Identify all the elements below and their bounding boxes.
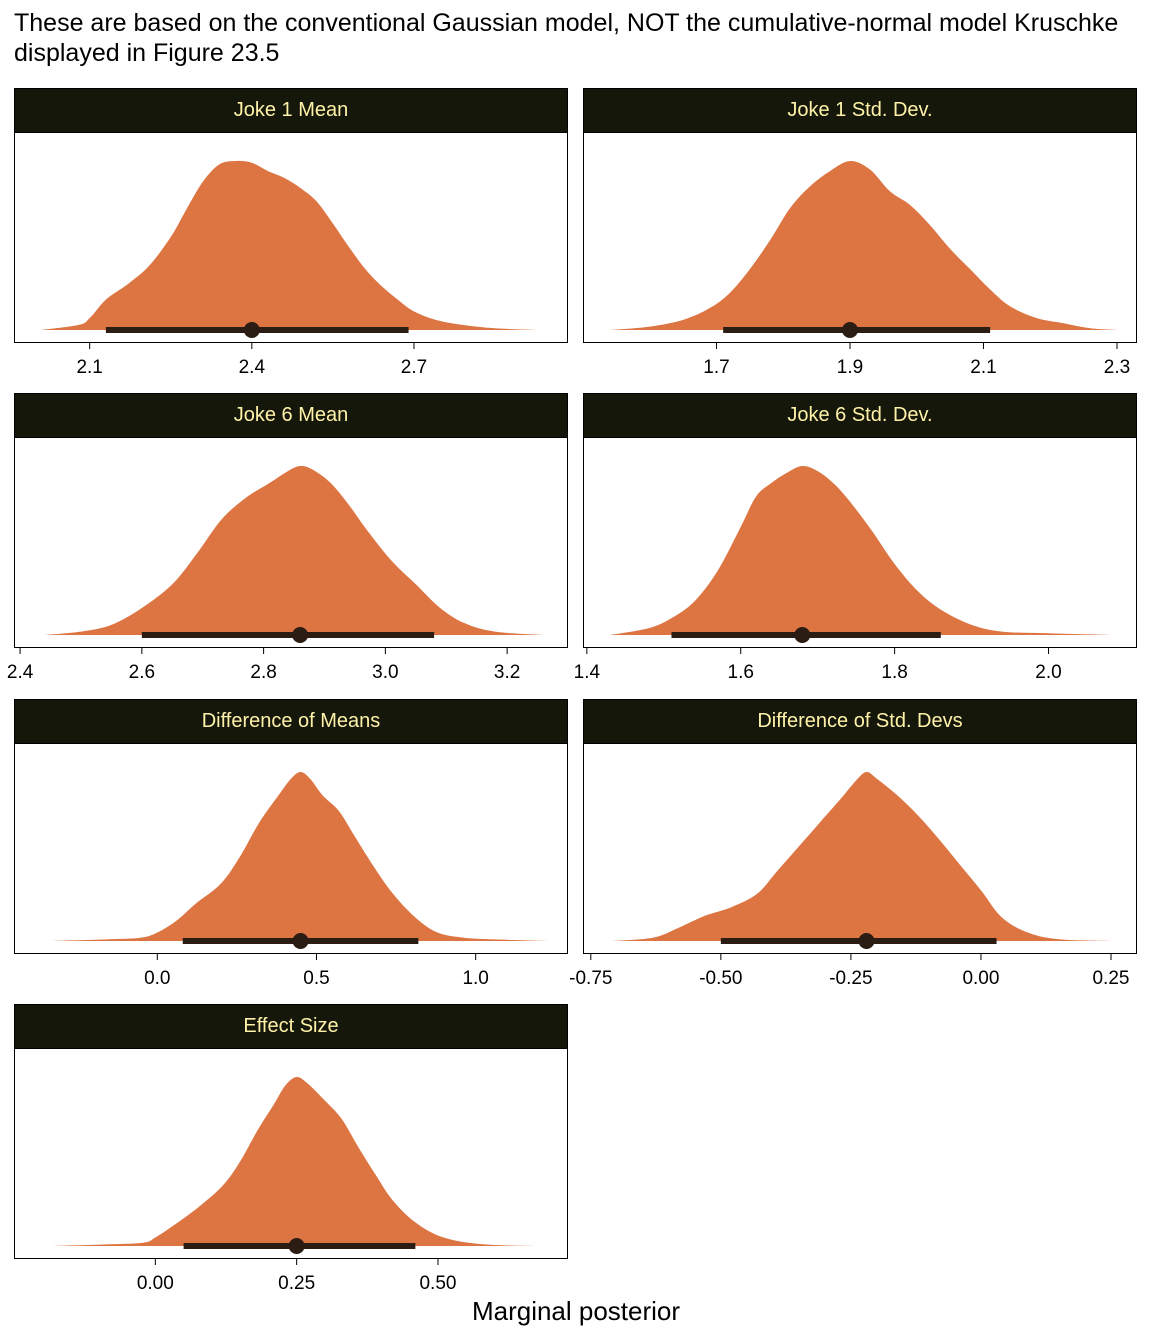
mode-point [243,322,260,338]
density-area [609,160,1117,330]
mode-point [292,933,309,949]
panel-border [14,1048,568,1259]
plot-difference-of-means: 0.0 0.5 1.0 [14,743,568,989]
x-tick-label: -0.75 [569,968,612,989]
strip-label-effect-size: Effect Size [14,1004,568,1049]
density-area [44,465,544,635]
plot-joke-6-std-dev: 1.4 1.6 1.8 2.0 [574,437,1137,683]
mode-point [288,1238,305,1254]
strip-label-difference-of-means: Difference of Means [14,699,568,744]
panel-effect-size: Effect Size 0.00 0.25 0.50 [14,1004,568,1294]
x-tick-label: 1.9 [837,357,863,378]
panel-border [14,743,568,954]
x-tick-label: 0.0 [144,968,170,989]
density-area [41,160,539,330]
x-tick-label: -0.25 [829,968,872,989]
density-area [609,465,1111,635]
panel-joke-6-std-dev: Joke 6 Std. Dev. 1.4 1.6 1.8 2.0 [574,393,1137,683]
plot-difference-of-std-devs: -0.75 -0.50 -0.25 0.00 0.25 [569,743,1137,989]
x-tick-label: 2.4 [7,662,34,683]
plot-joke-1-std-dev: 1.7 1.9 2.1 2.3 [583,132,1137,378]
x-tick-label: 0.25 [1092,968,1129,989]
panel-border [583,437,1137,648]
x-tick-label: 2.1 [970,357,996,378]
x-tick-label: 2.7 [401,357,427,378]
mode-point [858,933,875,949]
x-tick-label: 0.00 [137,1273,174,1294]
x-tick-label: 1.4 [574,662,601,683]
x-tick-label: 0.50 [419,1273,456,1294]
x-tick-label: 0.25 [278,1273,315,1294]
density-area [53,1076,540,1246]
panel-joke-1-mean: Joke 1 Mean 2.1 2.4 2.7 [14,88,568,378]
panel-border [14,437,568,648]
x-tick-label: 1.0 [462,968,488,989]
plot-joke-1-mean: 2.1 2.4 2.7 [14,132,568,378]
strip-label-joke-1-mean: Joke 1 Mean [14,88,568,133]
x-tick-label: 2.3 [1104,357,1130,378]
x-tick-label: 0.5 [303,968,329,989]
panel-difference-of-means: Difference of Means 0.0 0.5 1.0 [14,699,568,989]
panel-border [583,743,1137,954]
strip-label-difference-of-std-devs: Difference of Std. Devs [583,699,1137,744]
strip-label-joke-1-std-dev: Joke 1 Std. Dev. [583,88,1137,133]
panel-border [583,132,1137,343]
x-tick-label: 2.0 [1035,662,1061,683]
mode-point [794,627,811,643]
x-axis-label: Marginal posterior [471,1296,681,1326]
panel-border [14,132,568,343]
x-tick-label: 3.2 [494,662,520,683]
x-tick-label: -0.50 [699,968,742,989]
density-area [611,771,1111,941]
x-tick-label: 2.8 [250,662,276,683]
x-tick-label: 1.7 [703,357,729,378]
plot-joke-6-mean: 2.4 2.6 2.8 3.0 3.2 [7,437,568,683]
chart-title: These are based on the conventional Gaus… [14,9,1119,67]
x-tick-label: 3.0 [372,662,398,683]
x-tick-label: 0.00 [962,968,999,989]
panel-joke-6-mean: Joke 6 Mean 2.4 2.6 2.8 3.0 3.2 [7,393,568,683]
x-tick-label: 1.8 [881,662,907,683]
panel-joke-1-std-dev: Joke 1 Std. Dev. 1.7 1.9 2.1 2.3 [583,88,1137,378]
x-tick-label: 1.6 [728,662,754,683]
panel-difference-of-std-devs: Difference of Std. Devs -0.75 -0.50 -0.25 0.… [569,699,1137,989]
x-tick-label: 2.6 [129,662,155,683]
mode-point [841,322,858,338]
plot-effect-size: 0.00 0.25 0.50 [14,1048,568,1294]
x-tick-label: 2.1 [76,357,102,378]
mode-point [292,627,309,643]
strip-label-joke-6-mean: Joke 6 Mean [14,393,568,438]
strip-label-joke-6-std-dev: Joke 6 Std. Dev. [583,393,1137,438]
density-area [52,772,549,941]
x-tick-label: 2.4 [239,357,266,378]
